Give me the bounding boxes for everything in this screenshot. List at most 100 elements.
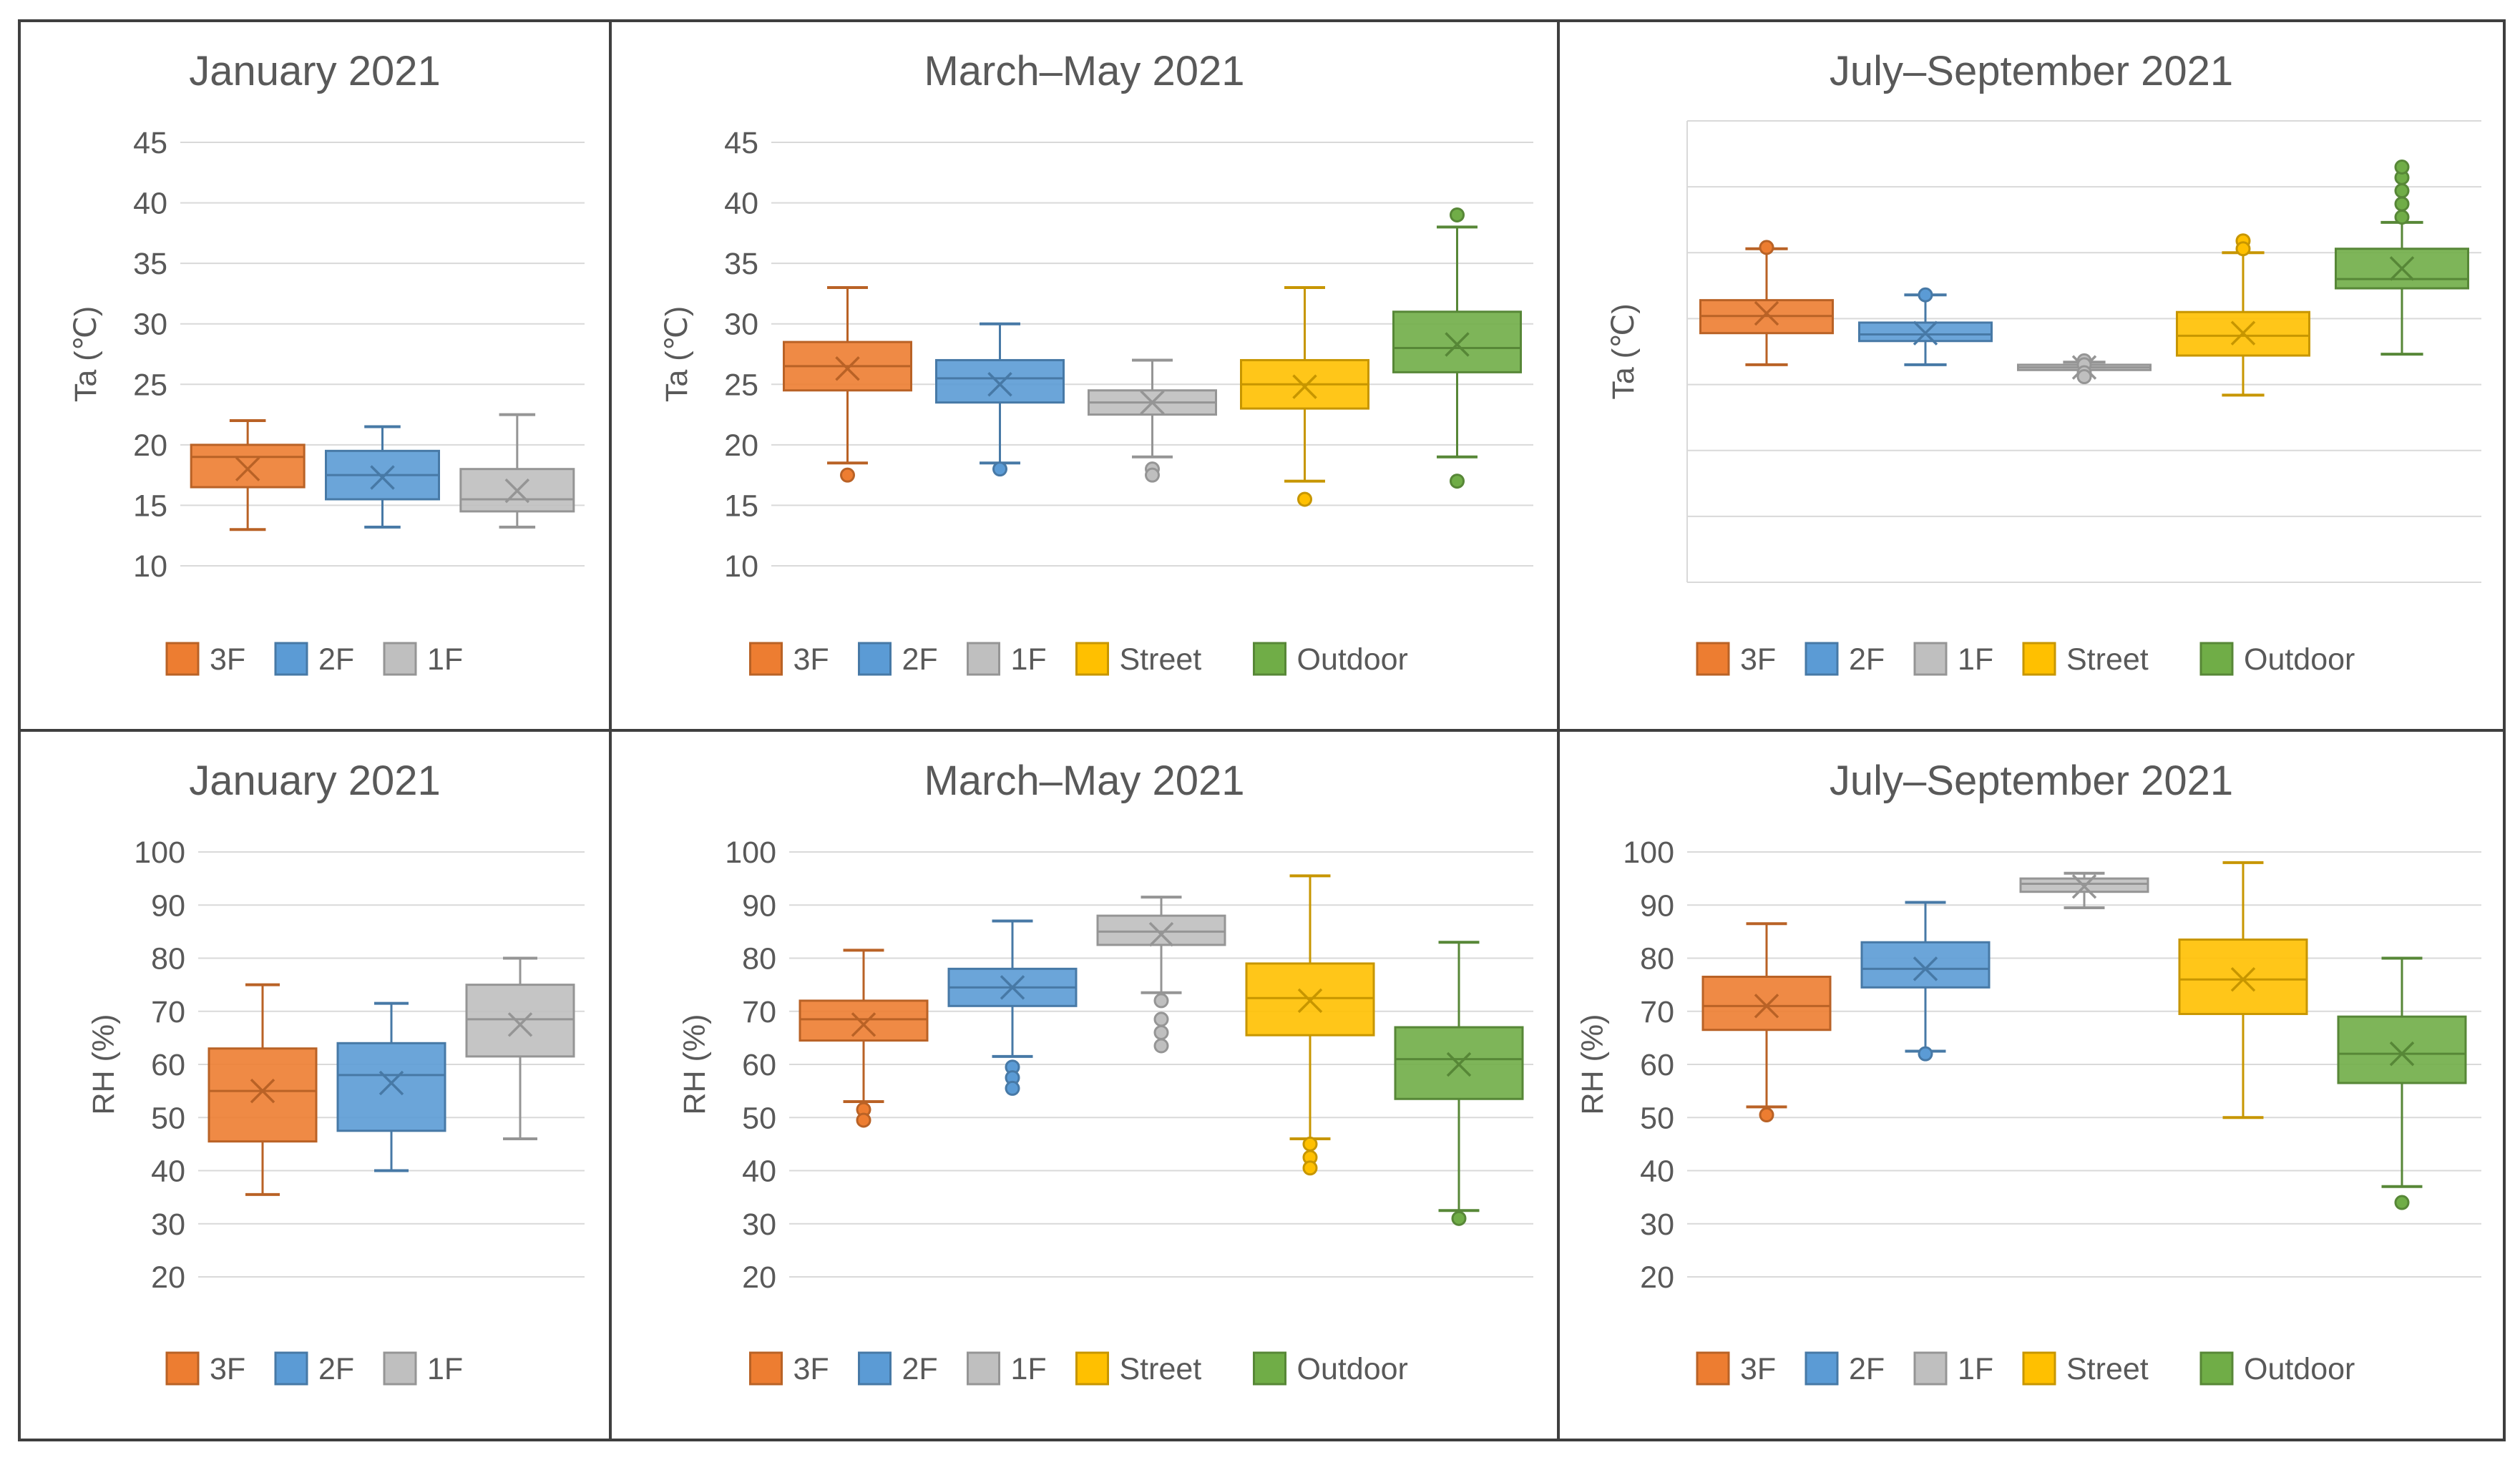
column-divider-1 bbox=[609, 19, 612, 1441]
legend-label: 2F bbox=[1849, 642, 1885, 677]
box-1f bbox=[2019, 871, 2149, 909]
outlier-point bbox=[1297, 491, 1312, 507]
y-tick-label: 30 bbox=[724, 308, 758, 342]
y-tick-label: 40 bbox=[133, 187, 167, 221]
y-tick-label: 45 bbox=[133, 126, 167, 160]
mean-marker bbox=[504, 478, 530, 504]
y-tick-label: 100 bbox=[134, 836, 185, 870]
legend-swatch bbox=[1696, 1351, 1730, 1386]
mean-marker bbox=[851, 1012, 876, 1037]
outlier-point bbox=[1918, 1046, 1933, 1062]
y-tick-label: 30 bbox=[151, 1207, 185, 1242]
y-tick-label: 80 bbox=[151, 942, 185, 976]
mean-marker bbox=[1140, 390, 1165, 415]
outlier-point bbox=[1145, 467, 1160, 483]
outlier-point bbox=[2394, 183, 2410, 199]
outlier-point bbox=[1759, 1107, 1774, 1123]
legend-item-2f: 2F bbox=[274, 1351, 354, 1386]
legend-swatch bbox=[165, 1351, 200, 1386]
legend-swatch bbox=[749, 1351, 783, 1386]
chart-svg: January 2021 10 15 20 25 30 35 40 45 Ta (℃) 3F 2F 1F bbox=[69, 48, 585, 677]
y-axis-label: RH (%) bbox=[1576, 1014, 1610, 1115]
y-tick-label: 50 bbox=[742, 1101, 776, 1135]
y-tick-label: 80 bbox=[1640, 942, 1674, 976]
legend-label: Street bbox=[1120, 1352, 1202, 1386]
legend-item-3f: 3F bbox=[749, 1351, 829, 1386]
y-tick-label: 70 bbox=[1640, 995, 1674, 1029]
box-1f bbox=[459, 413, 575, 529]
outlier-point bbox=[1153, 993, 1169, 1009]
outlier-point bbox=[2394, 196, 2410, 212]
y-tick-label: 30 bbox=[1640, 1207, 1674, 1242]
legend-label: 3F bbox=[793, 642, 829, 677]
y-tick-label: 90 bbox=[151, 888, 185, 923]
mean-marker bbox=[1754, 994, 1779, 1019]
box-2f bbox=[1858, 287, 1993, 366]
outlier-point bbox=[1450, 207, 1465, 222]
mean-marker bbox=[835, 356, 860, 381]
y-axis-label: Ta (℃) bbox=[660, 306, 694, 402]
legend-label: Outdoor bbox=[1297, 642, 1408, 677]
legend-swatch bbox=[1804, 642, 1839, 676]
legend-item-street: Street bbox=[2022, 642, 2149, 677]
legend-swatch bbox=[2022, 1351, 2056, 1386]
mean-marker bbox=[1445, 332, 1470, 357]
mean-marker bbox=[1297, 988, 1323, 1014]
legend-label: 3F bbox=[1740, 1352, 1776, 1386]
legend-label: Outdoor bbox=[1297, 1352, 1408, 1386]
mean-marker bbox=[1913, 956, 1938, 981]
mean-marker bbox=[2230, 966, 2256, 992]
chart-svg: January 2021 20 30 40 50 60 70 80 90 100 RH (%) 3F 2… bbox=[87, 758, 585, 1386]
y-axis-label: RH (%) bbox=[87, 1014, 121, 1115]
legend-swatch bbox=[165, 642, 200, 676]
legend-swatch bbox=[967, 642, 1000, 676]
legend-swatch bbox=[858, 642, 892, 676]
legend-item-3f: 3F bbox=[165, 642, 245, 677]
y-tick-label: 60 bbox=[1640, 1048, 1674, 1082]
chart-title: January 2021 bbox=[189, 48, 440, 94]
y-tick-label: 25 bbox=[724, 368, 758, 402]
legend-swatch bbox=[1253, 1351, 1286, 1386]
legend-item-outdoor: Outdoor bbox=[1253, 1351, 1408, 1386]
legend-item-outdoor: Outdoor bbox=[1253, 642, 1408, 677]
legend-swatch bbox=[1913, 1351, 1948, 1386]
legend-label: 1F bbox=[1958, 1352, 1993, 1386]
legend-label: Outdoor bbox=[2244, 642, 2355, 677]
y-tick-label: 30 bbox=[133, 308, 167, 342]
legend-item-1f: 1F bbox=[383, 642, 463, 677]
box-2f bbox=[947, 919, 1078, 1096]
outlier-point bbox=[2394, 160, 2410, 175]
legend-swatch bbox=[1075, 642, 1109, 676]
box-3f bbox=[207, 983, 318, 1196]
legend-swatch bbox=[383, 642, 417, 676]
y-tick-label: 60 bbox=[151, 1048, 185, 1082]
legend-label: 1F bbox=[427, 642, 463, 677]
y-tick-label: 40 bbox=[742, 1155, 776, 1189]
legend-label: 2F bbox=[318, 642, 354, 677]
legend-item-2f: 2F bbox=[858, 1351, 938, 1386]
box-2f bbox=[325, 425, 440, 529]
outlier-point bbox=[1450, 474, 1465, 489]
outlier-point bbox=[2235, 241, 2251, 257]
legend-item-street: Street bbox=[2022, 1351, 2149, 1386]
y-tick-label: 70 bbox=[742, 995, 776, 1029]
box-street bbox=[1245, 874, 1375, 1176]
box-iqr bbox=[1096, 914, 1226, 946]
mean-marker bbox=[1754, 300, 1779, 326]
legend-label: 1F bbox=[1958, 642, 1993, 677]
legend-swatch bbox=[1696, 642, 1730, 676]
legend-label: Street bbox=[1120, 642, 1202, 677]
mean-marker bbox=[235, 456, 260, 481]
legend-item-2f: 2F bbox=[858, 642, 938, 677]
mean-marker bbox=[2071, 874, 2097, 899]
legend-label: 1F bbox=[1011, 642, 1047, 677]
y-tick-label: 50 bbox=[151, 1101, 185, 1135]
frame-top bbox=[19, 19, 2504, 22]
legend-item-outdoor: Outdoor bbox=[2199, 1351, 2355, 1386]
box-2f bbox=[1860, 901, 1991, 1062]
mean-marker bbox=[250, 1078, 275, 1104]
box-iqr bbox=[799, 999, 929, 1042]
box-3f bbox=[783, 285, 912, 483]
outlier-point bbox=[2394, 210, 2410, 225]
